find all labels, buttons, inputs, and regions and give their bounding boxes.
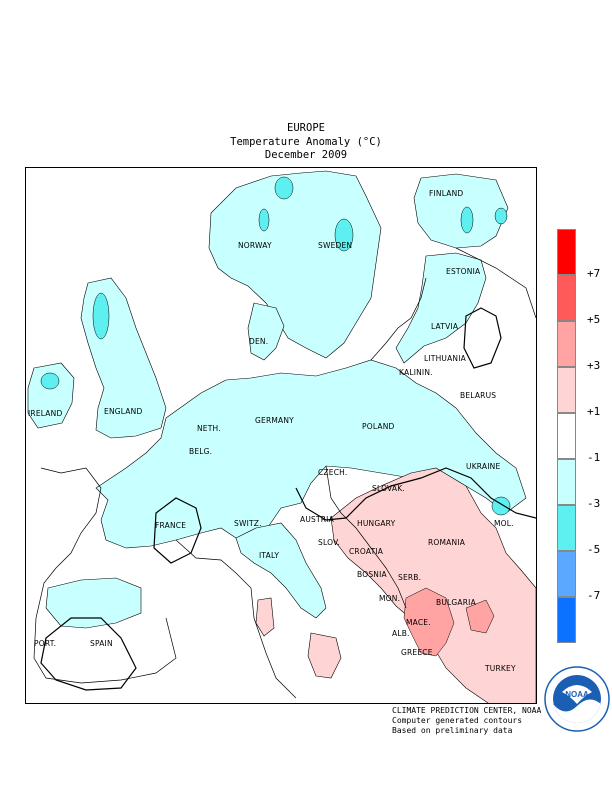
country-label-hungary: HUNGARY [357,519,396,528]
period-title: December 2009 [264,149,348,161]
legend-swatch [557,275,576,321]
country-label-kalinin: KALININ. [399,368,433,377]
coastlines [33,247,536,699]
product-title: Temperature Anomaly (°C) [230,135,382,148]
legend-swatch [557,459,576,505]
region-title: EUROPE [287,122,325,134]
legend-swatch [557,367,576,413]
legend-swatch [557,597,576,643]
country-label-croatia: CROATIA [349,547,384,556]
legend-tick-label: +1 [587,405,601,418]
country-label-czech: CZECH. [318,468,348,477]
legend-swatch [557,551,576,597]
country-label-mon: MON. [379,594,401,603]
country-label-den: DEN. [249,337,269,346]
country-label-bulgaria: BULGARIA [436,598,476,607]
sardinia-warm-area [255,597,275,637]
noaa-logo-text: NOAA [565,690,589,699]
central-europe-area [95,359,527,549]
country-label-latvia: LATVIA [431,322,459,331]
scandinavia-area [208,170,382,359]
credit-line-3: Based on preliminary data [392,726,513,735]
balkans-warm-area [330,467,536,703]
credit-line-1: CLIMATE PREDICTION CENTER, NOAA [392,706,542,715]
country-label-sweden: SWEDEN [318,241,353,250]
legend-swatch [557,413,576,459]
legend-tick-label: -7 [587,589,601,602]
country-label-poland: POLAND [362,422,395,431]
country-label-bosnia: BOSNIA [357,570,387,579]
warm-anomaly-areas [255,467,536,703]
country-label-belarus: BELARUS [460,391,497,400]
map-title-block: EUROPE Temperature Anomaly (°C) December… [0,122,612,163]
legend-tick-label: -5 [587,543,601,556]
country-label-alb: ALB. [392,629,410,638]
country-label-lithuania: LITHUANIA [424,354,466,363]
ireland-area [27,362,75,429]
country-label-england: ENGLAND [104,407,143,416]
country-label-estonia: ESTONIA [446,267,481,276]
country-label-romania: ROMANIA [428,538,466,547]
finland-area [413,173,509,249]
legend-tick-label: +7 [587,267,601,280]
iberia-area [45,577,142,629]
country-label-germany: GERMANY [255,416,294,425]
country-label-turkey: TURKEY [485,664,516,673]
country-label-slovak: SLOVAK. [372,484,405,493]
strong-cold-pockets [40,176,511,516]
legend-swatch [557,505,576,551]
strong-warm-pockets [403,587,495,657]
greece-warm-pocket [403,587,455,657]
baltic-area [395,252,487,364]
country-label-austria: AUSTRIA [300,515,334,524]
country-label-mace: MACE. [406,618,431,627]
country-label-slov: SLOV. [318,538,340,547]
country-label-switz: SWITZ. [234,519,262,528]
country-label-mol: MOL. [494,519,514,528]
denmark-area [247,302,285,361]
country-label-ukraine: UKRAINE [466,462,501,471]
italy-area [235,522,327,619]
zero-contours [40,307,536,691]
credit-block: CLIMATE PREDICTION CENTER, NOAA Computer… [392,706,541,736]
country-label-belg: BELG. [189,447,213,456]
legend-tick-label: -3 [587,497,601,510]
country-label-finland: FINLAND [429,189,464,198]
legend-swatch [557,229,576,275]
credit-line-2: Computer generated contours [392,716,523,725]
country-label-france: FRANCE [155,521,187,530]
color-legend [557,229,576,643]
country-label-neth: NETH. [197,424,221,433]
legend-swatch [557,321,576,367]
legend-tick-label: +5 [587,313,601,326]
legend-tick-label: +3 [587,359,601,372]
country-label-italy: ITALY [259,551,280,560]
noaa-seal-icon: NOAA [544,666,610,732]
country-label-norway: NORWAY [238,241,272,250]
country-label-serb: SERB. [398,573,422,582]
country-label-ireland: IRELAND [28,409,63,418]
sicily-warm-area [307,632,342,679]
map-canvas [27,170,536,703]
aegean-warm-pocket [465,599,495,634]
country-label-spain: SPAIN [90,639,113,648]
anomaly-map [25,167,537,704]
country-label-port: PORT. [34,639,57,648]
legend-tick-label: -1 [587,451,601,464]
country-label-greece: GREECE [401,648,433,657]
